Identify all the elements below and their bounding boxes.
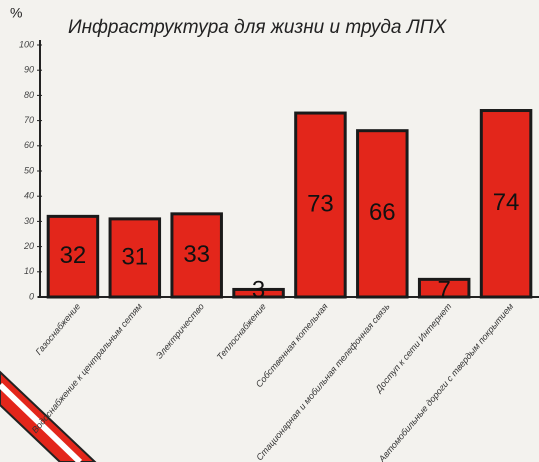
data-label: 73	[307, 190, 334, 217]
bar	[479, 109, 533, 299]
data-label: 32	[60, 242, 87, 269]
y-tick-label: 40	[24, 191, 34, 201]
y-tick-label: 10	[24, 266, 34, 276]
chart-title: Инфраструктура для жизни и труда ЛПХ	[68, 17, 448, 38]
bar	[294, 111, 347, 299]
y-tick-label: 60	[24, 140, 34, 150]
data-label: 33	[183, 241, 210, 268]
bar	[108, 217, 162, 299]
y-tick-label: 50	[24, 165, 34, 175]
y-tick-label: 30	[24, 216, 34, 226]
bar	[46, 214, 100, 299]
data-label: 74	[493, 189, 520, 216]
y-tick-label: 90	[24, 65, 34, 75]
y-tick-label: 80	[24, 90, 34, 100]
bar	[232, 287, 285, 299]
y-tick-label: 70	[24, 115, 34, 125]
y-tick-label: 100	[19, 39, 34, 49]
decoration	[0, 382, 83, 462]
bar	[356, 129, 409, 299]
y-tick-label: 0	[29, 291, 34, 301]
bar	[170, 212, 223, 299]
y-axis-label: %	[10, 5, 22, 21]
decoration	[0, 370, 97, 462]
data-label: 7	[438, 276, 451, 303]
data-label: 3	[252, 276, 265, 303]
data-label: 66	[369, 199, 396, 226]
bar	[417, 277, 471, 299]
y-tick-label: 20	[23, 241, 34, 251]
data-label: 31	[121, 243, 148, 270]
